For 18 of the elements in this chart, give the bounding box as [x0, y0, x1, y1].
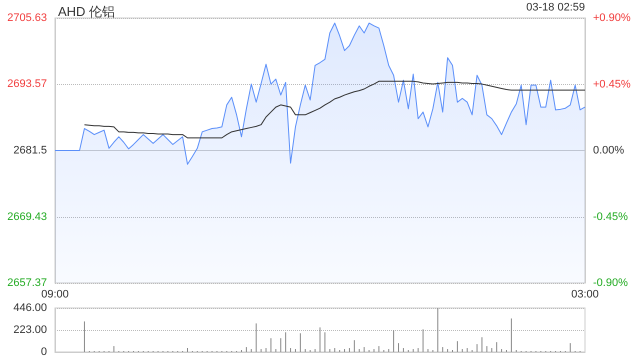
y-tick-label: 223.00 [13, 324, 47, 336]
y-tick-label: 446.00 [13, 302, 47, 314]
y-tick-label: 2657.37 [7, 277, 47, 289]
y2-tick-label: +0.90% [593, 12, 631, 24]
x-tick-label: 03:00 [571, 288, 599, 300]
chart-title: AHD 伦铝 [58, 4, 116, 19]
y-tick-label: 0 [40, 346, 47, 358]
y2-tick-label: 0.00% [593, 144, 624, 156]
y2-tick-label: -0.90% [593, 277, 628, 289]
y-tick-label: 2669.43 [7, 210, 47, 223]
y2-tick-label: -0.45% [593, 210, 628, 223]
text: 03-18 02:59 [526, 2, 585, 14]
y-tick-label: 2681.5 [13, 144, 47, 156]
x-tick-label: 09:00 [41, 288, 69, 300]
y2-tick-label: +0.45% [593, 78, 631, 90]
y-tick-label: 2705.63 [7, 12, 47, 24]
line-series [84, 80, 586, 138]
y-tick-label: 2693.57 [7, 78, 47, 90]
